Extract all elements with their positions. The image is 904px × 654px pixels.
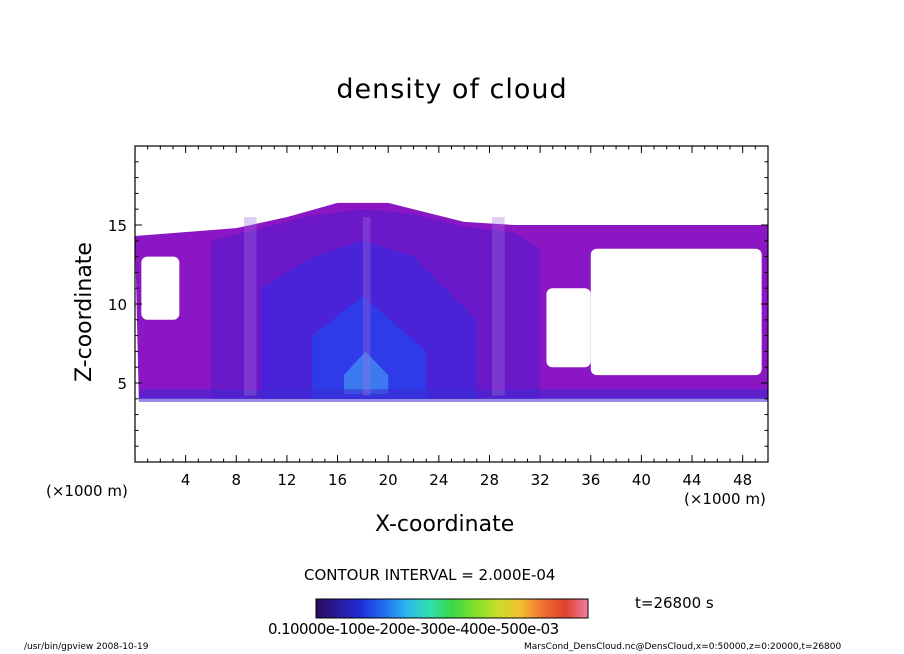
cloud-streak xyxy=(492,217,505,396)
x-unit-label-right: (×1000 m) xyxy=(684,490,766,508)
x-tick-label: 8 xyxy=(232,471,242,489)
cloud-gap xyxy=(546,288,591,368)
colorbar-tick-labels: 0.10000e-100e-200e-300e-400e-500e-03 xyxy=(268,620,559,638)
cloud-layer-center xyxy=(312,296,427,399)
x-tick-label: 20 xyxy=(379,471,398,489)
cloud-gap xyxy=(590,248,762,376)
x-tick-label: 32 xyxy=(531,471,550,489)
footer-source: MarsCond_DensCloud.nc@DensCloud,x=0:5000… xyxy=(524,642,842,652)
x-tick-label: 4 xyxy=(181,471,191,489)
x-tick-label: 24 xyxy=(429,471,448,489)
cloud-streak xyxy=(362,217,371,396)
y-tick-label: 15 xyxy=(108,217,127,235)
time-label: t=26800 s xyxy=(635,594,714,612)
cloud-layer-peak xyxy=(343,351,389,395)
chart-title: density of cloud xyxy=(336,74,568,105)
x-tick-label: 28 xyxy=(480,471,499,489)
y-tick-label: 10 xyxy=(108,296,127,314)
cloud-field xyxy=(135,202,768,402)
x-tick-label: 44 xyxy=(682,471,701,489)
cloud-gap xyxy=(141,256,180,320)
x-tick-label: 16 xyxy=(328,471,347,489)
cloud-base-band xyxy=(138,389,768,402)
x-tick-label: 12 xyxy=(277,471,296,489)
footer-program: /usr/bin/gpview 2008-10-19 xyxy=(24,642,149,652)
x-unit-label-left: (×1000 m) xyxy=(46,482,128,500)
contour-interval-label: CONTOUR INTERVAL = 2.000E-04 xyxy=(304,566,556,584)
x-tick-label: 40 xyxy=(632,471,651,489)
x-tick-label: 48 xyxy=(733,471,752,489)
x-tick-label: 36 xyxy=(581,471,600,489)
y-tick-label: 5 xyxy=(117,375,127,393)
y-axis-label: Z-coordinate xyxy=(72,242,97,382)
colorbar xyxy=(315,598,589,619)
x-axis-label: X-coordinate xyxy=(375,512,515,537)
cloud-streak xyxy=(243,217,257,396)
